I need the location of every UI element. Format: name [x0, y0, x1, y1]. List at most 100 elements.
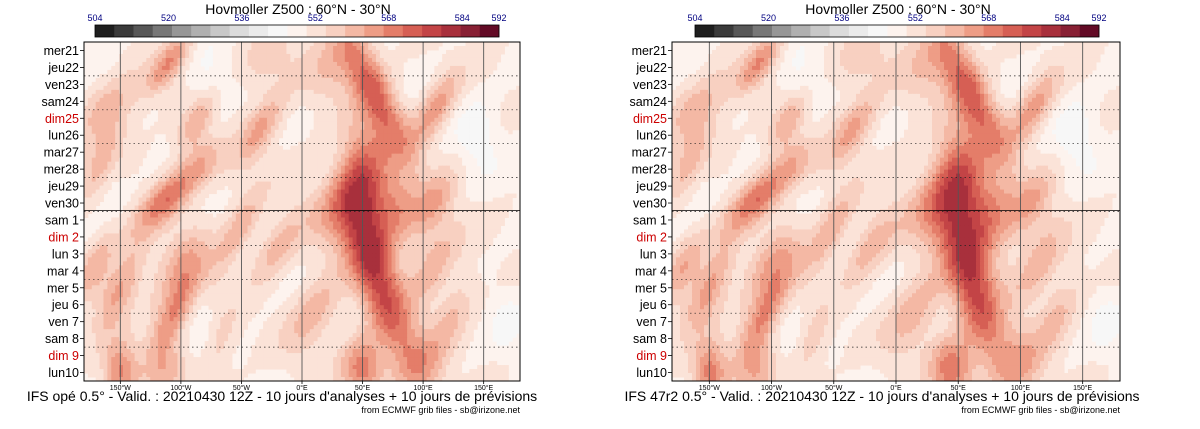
colorbar-swatch — [114, 25, 134, 37]
colorbar-swatch — [364, 25, 384, 37]
date-label: sam 8 — [45, 332, 79, 346]
colorbar-swatch — [868, 25, 888, 37]
date-label: mar27 — [44, 146, 79, 160]
colorbar-tick-label: 592 — [491, 13, 506, 23]
colorbar-swatch — [133, 25, 153, 37]
date-axis: mer21jeu22ven23sam24dim25lun26mar27mer28… — [41, 44, 84, 380]
colorbar-swatch — [191, 25, 211, 37]
colorbar-swatch — [384, 25, 404, 37]
colorbar-swatch — [345, 25, 365, 37]
colorbar-tick-label: 504 — [87, 13, 102, 23]
colorbar — [95, 25, 499, 37]
colorbar-swatch — [907, 25, 927, 37]
date-label: sam 1 — [45, 213, 79, 227]
date-label: mar 4 — [635, 264, 667, 278]
colorbar-swatch — [172, 25, 192, 37]
date-label: jeu22 — [47, 61, 79, 75]
colorbar-tick-label: 584 — [1055, 13, 1070, 23]
date-label: dim 2 — [636, 230, 667, 244]
colorbar-tick-label: 520 — [761, 13, 776, 23]
colorbar-tick-label: 592 — [1091, 13, 1106, 23]
date-label: jeu22 — [635, 61, 667, 75]
colorbar-swatch — [287, 25, 307, 37]
colorbar-swatch — [1061, 25, 1081, 37]
date-label: sam24 — [41, 95, 79, 109]
colorbar-swatch — [926, 25, 946, 37]
colorbar-swatch — [95, 25, 115, 37]
date-label: lun10 — [636, 366, 667, 380]
chart-title: Hovmoller Z500 : 60°N - 30°N — [805, 1, 991, 17]
colorbar-tick-label: 568 — [981, 13, 996, 23]
colorbar-swatch — [984, 25, 1004, 37]
date-label: lun26 — [48, 129, 79, 143]
colorbar-tick-label: 536 — [234, 13, 249, 23]
colorbar-tick-label: 504 — [687, 13, 702, 23]
date-label: mer21 — [632, 44, 667, 58]
date-label: sam 1 — [633, 213, 667, 227]
colorbar-tick-label: 552 — [308, 13, 323, 23]
date-label: ven30 — [45, 197, 79, 211]
hovmoller-chart-ops: Hovmoller Z500 : 60°N - 30°N 504 520 536 55… — [0, 0, 600, 424]
date-label: ven30 — [633, 197, 667, 211]
date-label: lun 3 — [640, 247, 667, 261]
colorbar-tick-label: 520 — [161, 13, 176, 23]
colorbar-swatch — [210, 25, 230, 37]
hovmoller-panel-ops: Hovmoller Z500 : 60°N - 30°N 504 520 536 55… — [0, 0, 600, 424]
colorbar-swatch — [461, 25, 481, 37]
date-label: mer 5 — [635, 281, 667, 295]
colorbar-tick-label: 552 — [908, 13, 923, 23]
date-label: ven23 — [45, 78, 79, 92]
colorbar-swatch — [249, 25, 269, 37]
date-label: lun 3 — [52, 247, 79, 261]
colorbar-swatch — [772, 25, 792, 37]
date-label: mer28 — [632, 163, 667, 177]
colorbar-swatch — [326, 25, 346, 37]
date-label: lun10 — [48, 366, 79, 380]
date-label: dim 2 — [48, 230, 79, 244]
date-label: dim 9 — [48, 349, 79, 363]
colorbar-swatch — [964, 25, 984, 37]
colorbar-swatch — [733, 25, 753, 37]
colorbar-swatch — [153, 25, 173, 37]
colorbar-swatch — [480, 25, 500, 37]
date-label: sam24 — [629, 95, 667, 109]
date-label: sam 8 — [633, 332, 667, 346]
chart-caption: IFS opé 0.5° - Valid. : 20210430 12Z - 1… — [27, 388, 537, 404]
colorbar-swatch — [403, 25, 423, 37]
chart-title: Hovmoller Z500 : 60°N - 30°N — [205, 1, 391, 17]
source-credit: from ECMWF grib files - sb@irizone.net — [361, 405, 520, 415]
date-label: dim 9 — [636, 349, 667, 363]
colorbar-swatch — [714, 25, 734, 37]
colorbar-swatch — [307, 25, 327, 37]
colorbar — [695, 25, 1099, 37]
colorbar-swatch — [1041, 25, 1061, 37]
date-label: mar 4 — [47, 264, 79, 278]
date-label: lun26 — [636, 129, 667, 143]
date-label: ven 7 — [636, 315, 667, 329]
colorbar-swatch — [1022, 25, 1042, 37]
date-axis: mer21 jeu22 ven23 sam24 dim25 lun26 mar27 mer28… — [629, 44, 672, 380]
colorbar-swatch — [1003, 25, 1023, 37]
colorbar-swatch — [810, 25, 830, 37]
source-credit: from ECMWF grib files - sb@irizone.net — [961, 405, 1120, 415]
date-label: ven23 — [633, 78, 667, 92]
date-label: jeu 6 — [51, 298, 79, 312]
colorbar-swatch — [1080, 25, 1100, 37]
colorbar-swatch — [422, 25, 442, 37]
colorbar-swatch — [830, 25, 850, 37]
date-label: dim25 — [633, 112, 667, 126]
colorbar-swatch — [695, 25, 715, 37]
date-label: mer28 — [44, 163, 79, 177]
date-label: mar27 — [632, 146, 667, 160]
date-label: ven 7 — [48, 315, 79, 329]
colorbar-swatch — [753, 25, 773, 37]
date-label: dim25 — [45, 112, 79, 126]
colorbar-swatch — [945, 25, 965, 37]
date-label: jeu29 — [635, 180, 667, 194]
chart-caption: IFS 47r2 0.5° - Valid. : 20210430 12Z - … — [624, 388, 1139, 404]
date-label: jeu29 — [47, 180, 79, 194]
colorbar-swatch — [791, 25, 811, 37]
colorbar-swatch — [887, 25, 907, 37]
colorbar-tick-label: 584 — [455, 13, 470, 23]
